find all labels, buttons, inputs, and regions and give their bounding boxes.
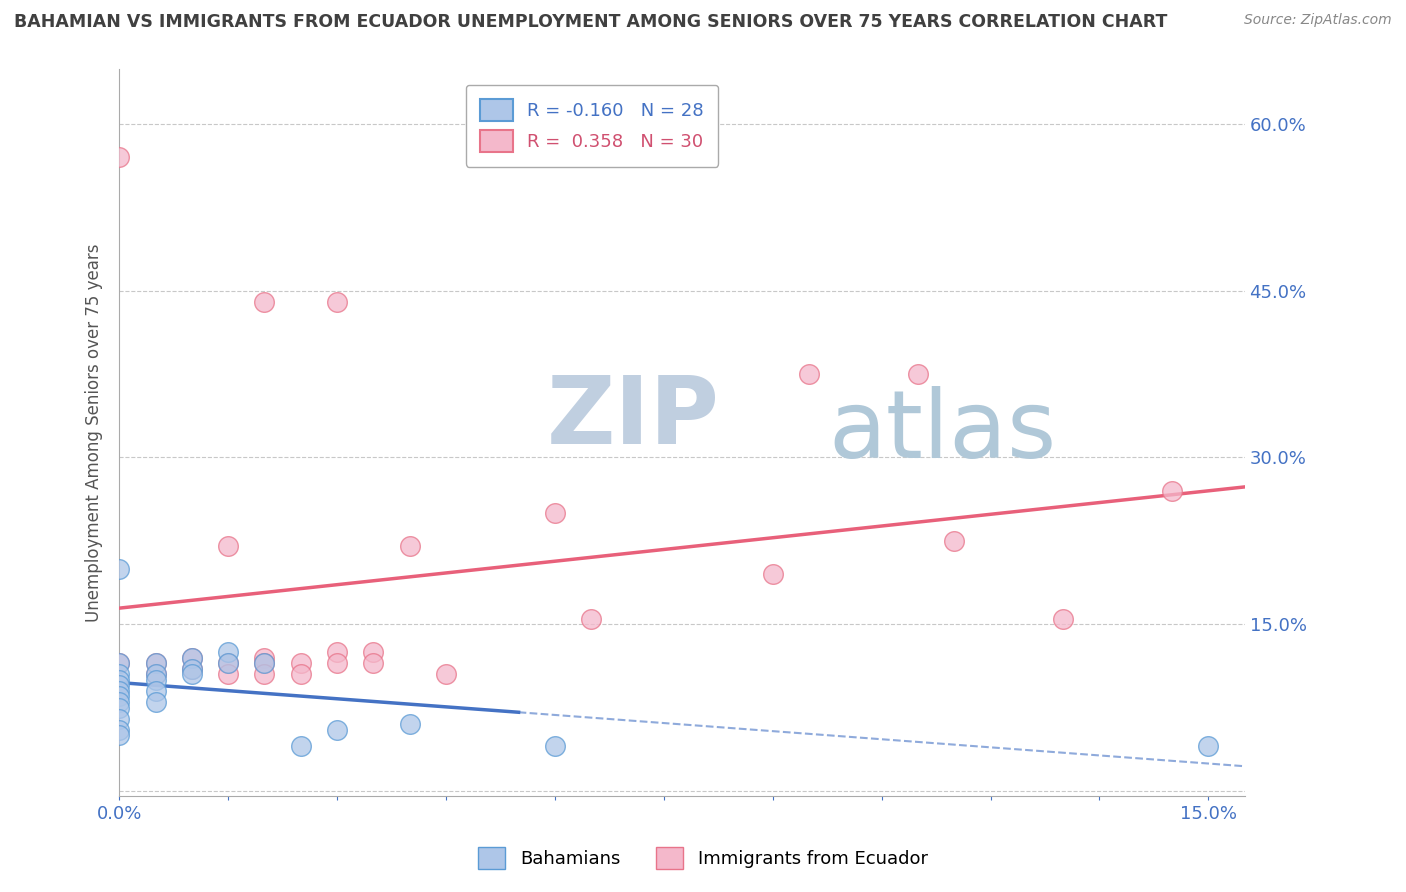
Point: [544, 739, 567, 754]
Text: atlas: atlas: [828, 386, 1056, 478]
Point: [253, 667, 276, 681]
Point: [253, 650, 276, 665]
Point: [108, 150, 131, 164]
Point: [253, 294, 276, 309]
Point: [108, 728, 131, 742]
Point: [108, 656, 131, 670]
Point: [180, 650, 202, 665]
Point: [762, 567, 785, 582]
Text: BAHAMIAN VS IMMIGRANTS FROM ECUADOR UNEMPLOYMENT AMONG SENIORS OVER 75 YEARS COR: BAHAMIAN VS IMMIGRANTS FROM ECUADOR UNEM…: [14, 13, 1167, 31]
Point: [290, 667, 312, 681]
Point: [797, 367, 820, 381]
Point: [290, 656, 312, 670]
Point: [326, 723, 349, 737]
Point: [253, 656, 276, 670]
Legend: R = -0.160   N = 28, R =  0.358   N = 30: R = -0.160 N = 28, R = 0.358 N = 30: [465, 85, 718, 167]
Point: [145, 667, 167, 681]
Legend: Bahamians, Immigrants from Ecuador: Bahamians, Immigrants from Ecuador: [470, 838, 936, 879]
Text: ZIP: ZIP: [547, 372, 720, 464]
Point: [108, 673, 131, 687]
Point: [326, 294, 349, 309]
Point: [145, 656, 167, 670]
Point: [145, 684, 167, 698]
Point: [326, 645, 349, 659]
Point: [579, 612, 602, 626]
Point: [145, 656, 167, 670]
Point: [907, 367, 929, 381]
Point: [434, 667, 457, 681]
Point: [108, 695, 131, 709]
Point: [108, 678, 131, 692]
Point: [544, 506, 567, 520]
Point: [108, 656, 131, 670]
Point: [398, 717, 420, 731]
Point: [108, 712, 131, 726]
Point: [145, 667, 167, 681]
Text: Source: ZipAtlas.com: Source: ZipAtlas.com: [1244, 13, 1392, 28]
Point: [217, 667, 239, 681]
Point: [326, 656, 349, 670]
Y-axis label: Unemployment Among Seniors over 75 years: Unemployment Among Seniors over 75 years: [86, 244, 103, 622]
Point: [217, 540, 239, 554]
Point: [180, 650, 202, 665]
Point: [363, 645, 385, 659]
Point: [180, 662, 202, 676]
Point: [108, 684, 131, 698]
Point: [1197, 739, 1219, 754]
Point: [108, 690, 131, 704]
Point: [108, 561, 131, 575]
Point: [1161, 483, 1184, 498]
Point: [217, 656, 239, 670]
Point: [180, 667, 202, 681]
Point: [108, 667, 131, 681]
Point: [108, 723, 131, 737]
Point: [108, 700, 131, 714]
Point: [363, 656, 385, 670]
Point: [290, 739, 312, 754]
Point: [180, 662, 202, 676]
Point: [1052, 612, 1074, 626]
Point: [217, 645, 239, 659]
Point: [217, 656, 239, 670]
Point: [145, 673, 167, 687]
Point: [145, 695, 167, 709]
Point: [398, 540, 420, 554]
Point: [253, 656, 276, 670]
Point: [943, 533, 966, 548]
